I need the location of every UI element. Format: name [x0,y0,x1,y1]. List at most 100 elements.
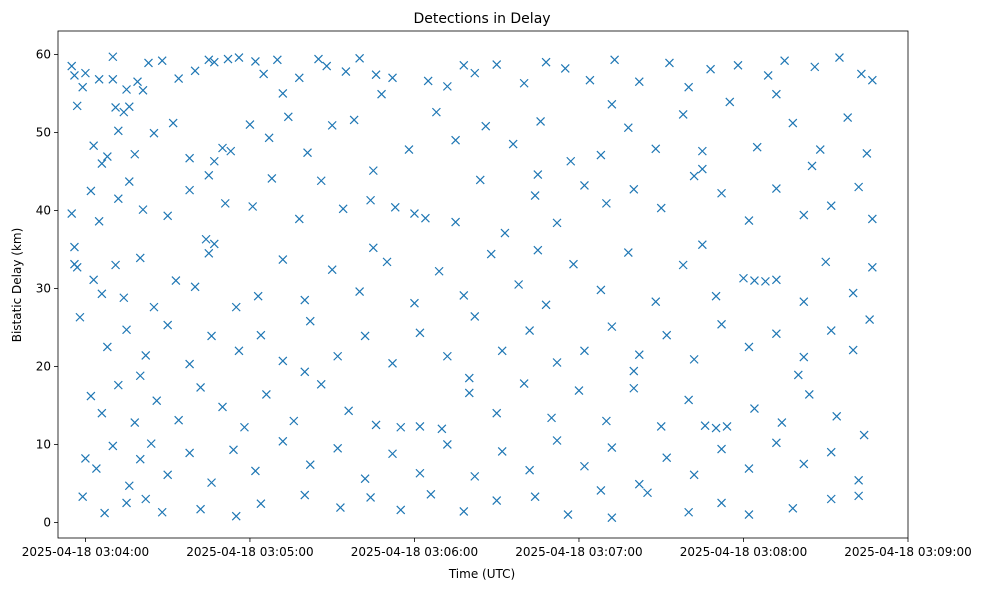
data-point [157,507,167,517]
data-point [382,257,392,267]
data-point [733,60,743,70]
x-tick-label: 2025-04-18 03:06:00 [351,545,478,559]
data-point [434,266,444,276]
data-point [623,248,633,257]
data-point [78,82,88,92]
data-point [108,74,118,84]
data-point [396,505,406,515]
data-point [218,402,227,412]
data-point [536,117,546,126]
data-point [492,60,502,69]
data-point [706,64,716,74]
data-point [250,56,260,66]
data-point [497,346,507,356]
data-point [124,177,134,186]
x-tick-label: 2025-04-18 03:08:00 [680,545,807,559]
y-tick-label: 10 [36,437,51,451]
data-point [259,69,269,79]
plot-area [58,31,908,538]
data-point [138,205,148,215]
data-point [234,53,244,62]
data-point [585,75,595,85]
data-point [744,510,754,520]
data-point [94,216,104,226]
data-point [678,110,688,119]
data-point [744,342,754,352]
data-point [338,204,348,214]
data-point [108,441,118,451]
data-point [651,144,661,154]
data-point [355,53,365,63]
data-point [750,276,759,286]
data-point [377,89,386,99]
data-point [256,330,266,340]
data-point [368,243,378,253]
data-point [415,468,425,478]
data-point [815,145,825,154]
data-point [867,75,877,85]
y-axis-title: Bistatic Delay (km) [10,228,24,343]
data-point [725,97,735,107]
data-point [390,202,400,212]
data-point [209,57,219,67]
data-point [294,214,304,224]
data-point [130,418,140,427]
data-point [253,291,263,301]
x-tick-label: 2025-04-18 03:07:00 [515,545,642,559]
data-point [278,88,288,98]
data-point [547,413,556,423]
data-point [415,422,425,431]
data-point [327,120,337,130]
data-point [122,498,131,508]
y-tick-label: 30 [36,281,51,295]
data-point [560,64,570,73]
data-point [72,262,82,272]
data-point [420,213,430,223]
data-point [826,201,836,211]
data-point [163,211,173,221]
data-point [368,166,378,176]
data-point [464,373,474,383]
data-point [278,255,288,264]
data-point [552,218,562,228]
data-point [697,164,707,174]
data-point [442,439,452,449]
data-point [410,209,419,218]
data-point [771,89,781,99]
data-point [305,316,315,326]
data-point [196,383,206,392]
data-point [300,295,310,305]
data-point [541,300,551,310]
data-point [541,57,551,67]
data-point [601,198,611,208]
data-point [788,118,798,128]
data-point [80,454,90,463]
data-point [684,507,694,517]
data-point [94,74,104,84]
data-point [629,366,639,376]
data-point [442,81,452,91]
data-point [634,479,644,489]
data-point [201,234,211,244]
data-point [341,67,351,76]
data-point [371,70,381,80]
data-point [470,312,480,321]
data-point [752,142,762,152]
data-point [415,328,425,338]
data-point [826,326,836,335]
data-point [451,135,461,145]
data-point [294,73,304,83]
data-point [629,383,639,393]
data-point [141,351,151,360]
data-point [711,423,721,433]
y-tick-label: 60 [36,47,51,61]
data-point [607,443,617,452]
data-point [70,71,79,80]
data-point [580,346,589,356]
scatter-points [67,52,877,523]
data-point [157,56,167,66]
data-point [327,265,337,275]
data-point [135,253,145,263]
data-point [684,395,694,405]
data-point [207,478,216,488]
